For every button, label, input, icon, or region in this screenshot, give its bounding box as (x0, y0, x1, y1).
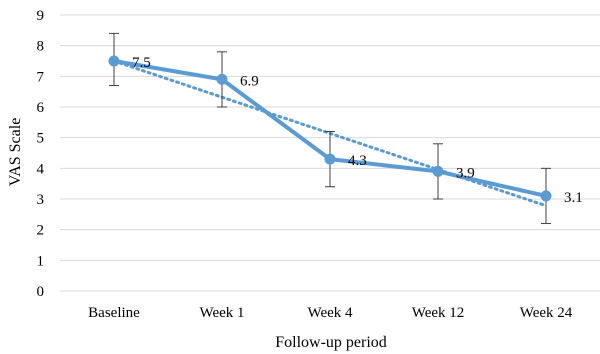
data-label: 6.9 (240, 73, 259, 89)
x-tick-label: Week 1 (199, 305, 244, 321)
data-point (109, 56, 119, 66)
data-label: 4.3 (348, 153, 367, 169)
x-axis-title: Follow-up period (275, 334, 387, 351)
data-point (541, 191, 551, 201)
data-label: 3.9 (456, 165, 475, 181)
data-label: 7.5 (132, 55, 151, 71)
x-tick-label: Week 24 (520, 305, 573, 321)
data-point (433, 166, 443, 176)
y-tick-label: 3 (37, 192, 45, 208)
y-tick-label: 6 (37, 100, 45, 116)
y-tick-label: 0 (37, 284, 45, 300)
data-label: 3.1 (564, 190, 583, 206)
y-tick-label: 1 (37, 253, 45, 269)
y-tick-label: 9 (37, 8, 45, 24)
y-tick-label: 5 (37, 131, 45, 147)
y-tick-labels: 0 1 2 3 4 5 6 7 8 9 (37, 8, 45, 300)
error-bars (109, 33, 551, 223)
y-tick-label: 7 (37, 69, 45, 85)
x-tick-label: Baseline (88, 305, 140, 321)
data-point (217, 74, 227, 84)
y-tick-label: 8 (37, 39, 45, 55)
data-point (325, 154, 335, 164)
y-tick-label: 4 (37, 161, 45, 177)
y-axis-title: VAS Scale (7, 118, 24, 187)
x-tick-label: Week 4 (307, 305, 353, 321)
data-labels: 7.5 6.9 4.3 3.9 3.1 (132, 55, 583, 206)
x-tick-labels: Baseline Week 1 Week 4 Week 12 Week 24 (88, 305, 573, 321)
x-tick-label: Week 12 (412, 305, 465, 321)
y-tick-label: 2 (37, 223, 45, 239)
